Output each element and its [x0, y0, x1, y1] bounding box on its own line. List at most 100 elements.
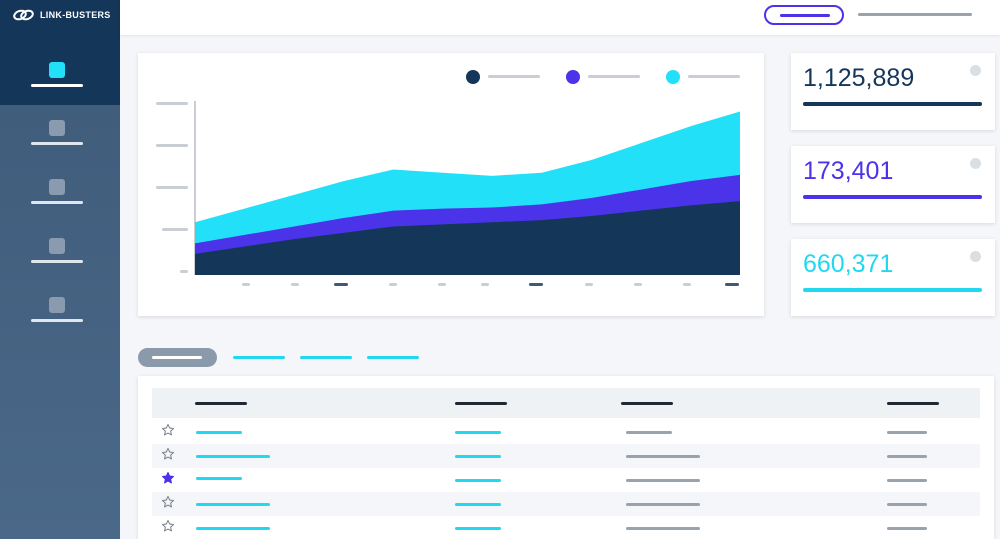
star-icon[interactable]: [161, 519, 175, 533]
chart-card: [138, 53, 764, 316]
header-primary-button[interactable]: [764, 5, 844, 25]
info-icon[interactable]: [970, 65, 981, 76]
cell-value: [887, 503, 927, 506]
cell-value: [887, 431, 927, 434]
link-cell[interactable]: [196, 455, 270, 458]
area-series-1: [195, 201, 740, 275]
x-tick: [242, 283, 250, 286]
stat-value: 1,125,889: [803, 64, 915, 92]
x-tick: [481, 283, 489, 286]
cell-value: [626, 527, 700, 530]
area-chart: [156, 70, 740, 286]
sidebar-item-2[interactable]: [0, 120, 120, 165]
sidebar-item-dashboard[interactable]: [0, 62, 120, 107]
tab-active[interactable]: [138, 348, 217, 367]
table-row[interactable]: [152, 516, 980, 539]
tab-3[interactable]: [300, 356, 352, 359]
sidebar-item-4[interactable]: [0, 238, 120, 283]
link-cell[interactable]: [196, 431, 242, 434]
header-link[interactable]: [858, 13, 972, 16]
sidebar-item-5[interactable]: [0, 297, 120, 342]
column-header[interactable]: [455, 402, 507, 405]
cell-value: [455, 527, 501, 530]
x-tick: [585, 283, 593, 286]
top-header: [120, 0, 1000, 35]
table-header: [152, 388, 980, 418]
data-table: [138, 376, 994, 539]
x-axis-ticks: [242, 283, 739, 286]
y-axis-ticks: [156, 102, 188, 273]
cell-value: [626, 455, 700, 458]
nav-icon: [49, 120, 65, 136]
link-cell[interactable]: [196, 503, 270, 506]
legend-label-series-2: [588, 75, 640, 78]
cell-value: [455, 503, 501, 506]
y-tick: [156, 186, 188, 189]
dashboard-icon: [49, 62, 65, 78]
info-icon[interactable]: [970, 158, 981, 169]
link-cell[interactable]: [196, 477, 242, 480]
column-header[interactable]: [621, 402, 673, 405]
nav-icon: [49, 297, 65, 313]
cell-value: [455, 431, 501, 434]
star-icon[interactable]: [161, 495, 175, 509]
cell-value: [626, 431, 672, 434]
legend-label-series-3: [688, 75, 740, 78]
stat-underline: [803, 102, 982, 106]
nav-icon: [49, 238, 65, 254]
x-tick: [389, 283, 397, 286]
legend-marker-series-2: [566, 70, 580, 84]
stat-card-2[interactable]: 173,401: [791, 146, 995, 223]
tab-label: [152, 356, 202, 359]
legend-marker-series-3: [666, 70, 680, 84]
y-tick: [180, 270, 188, 273]
stat-underline: [803, 288, 982, 292]
chart-legend: [466, 70, 740, 84]
info-icon[interactable]: [970, 251, 981, 262]
sidebar-item-label: [31, 201, 83, 204]
table-row[interactable]: [152, 468, 980, 492]
link-cell[interactable]: [196, 527, 270, 530]
x-tick: [438, 283, 446, 286]
legend-marker-series-1: [466, 70, 480, 84]
column-header[interactable]: [887, 402, 939, 405]
sidebar-item-label: [31, 142, 83, 145]
star-icon[interactable]: [161, 423, 175, 437]
logo[interactable]: LINK-BUSTERS: [12, 9, 111, 21]
cell-value: [887, 455, 927, 458]
table-row[interactable]: [152, 420, 980, 444]
sidebar-item-label: [31, 319, 83, 322]
stat-value: 660,371: [803, 250, 894, 278]
sidebar-item-label: [31, 84, 83, 87]
y-tick: [162, 228, 188, 231]
column-header[interactable]: [195, 402, 247, 405]
cell-value: [455, 455, 501, 458]
legend-label-series-1: [488, 75, 540, 78]
cell-value: [626, 503, 700, 506]
stat-value: 173,401: [803, 157, 894, 185]
x-tick: [291, 283, 299, 286]
stat-card-3[interactable]: 660,371: [791, 239, 995, 316]
sidebar-item-label: [31, 260, 83, 263]
y-tick: [156, 102, 188, 105]
cell-value: [626, 479, 700, 482]
y-tick: [156, 144, 188, 147]
star-filled-icon[interactable]: [161, 471, 175, 485]
cell-value: [887, 527, 927, 530]
sidebar-item-3[interactable]: [0, 179, 120, 224]
x-tick: [334, 283, 348, 286]
tab-4[interactable]: [367, 356, 419, 359]
table-row[interactable]: [152, 444, 980, 468]
table-row[interactable]: [152, 492, 980, 516]
stat-underline: [803, 195, 982, 199]
chart-areas: [195, 111, 740, 275]
cell-value: [887, 479, 927, 482]
x-tick: [725, 283, 739, 286]
star-icon[interactable]: [161, 447, 175, 461]
cell-value: [455, 479, 501, 482]
logo-text: LINK-BUSTERS: [40, 10, 111, 20]
x-tick: [529, 283, 543, 286]
stat-card-1[interactable]: 1,125,889: [791, 53, 995, 130]
sidebar-header: LINK-BUSTERS: [0, 0, 120, 105]
tab-2[interactable]: [233, 356, 285, 359]
